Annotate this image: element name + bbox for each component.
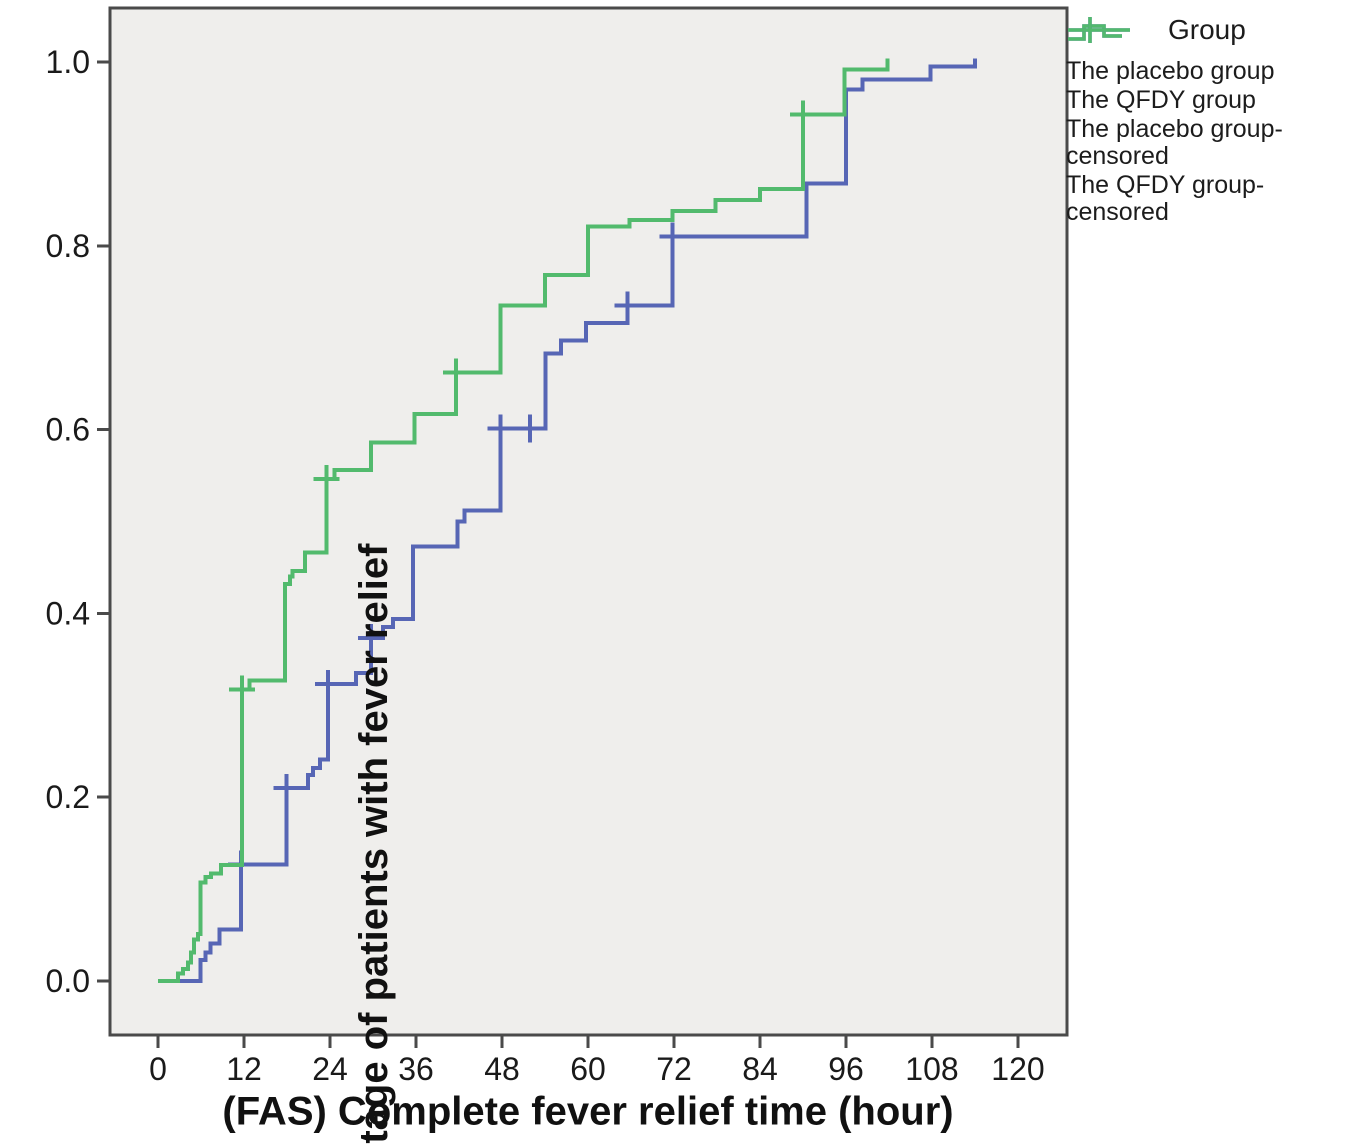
x-tick-label: 0 [149,1051,167,1087]
legend-item: The QFDY group [1066,24,1348,114]
legend-item: The placebo group [1066,24,1348,85]
y-tick-label: 0.4 [46,595,90,631]
x-tick-label: 96 [828,1051,864,1087]
x-tick-label: 48 [484,1051,520,1087]
legend-line-sample-icon [1068,24,1122,41]
legend-item-label: The placebo group-censored [1066,115,1283,170]
y-tick-label: 1.0 [46,44,90,80]
x-tick-label: 108 [905,1051,958,1087]
legend-item-label: The placebo group [1066,57,1275,85]
legend-censor-sample-icon [1068,17,1130,43]
legend-item-label: The QFDY group-censored [1066,171,1265,226]
x-tick-label: 72 [656,1051,692,1087]
legend-item-label: The QFDY group [1066,86,1256,114]
x-tick-label: 120 [991,1051,1044,1087]
x-tick-label: 24 [312,1051,348,1087]
x-tick-label: 84 [742,1051,778,1087]
y-tick-label: 0.0 [46,963,90,999]
legend-items: The placebo group The QFDY group The place… [1066,17,1348,226]
legend: Group The placebo group The QFDY group The… [1066,14,1348,228]
x-tick-label: 36 [398,1051,434,1087]
y-tick-label: 0.8 [46,228,90,264]
series-line-qfdy [158,58,890,983]
y-tick-label: 0.6 [46,412,90,448]
series-line-placebo [158,58,977,983]
legend-item: The placebo group-censored [1066,17,1348,170]
y-tick-label: 0.2 [46,779,90,815]
legend-item: The QFDY group-censored [1066,17,1348,226]
legend-title: Group [1168,14,1246,45]
y-axis-title: Percentage of patients with fever relief [351,543,396,1145]
x-tick-label: 60 [570,1051,606,1087]
plot-area [108,6,1069,1037]
x-tick-label: 12 [226,1051,262,1087]
x-axis-title: (FAS) Complete fever relief time (hour) [222,1089,954,1134]
